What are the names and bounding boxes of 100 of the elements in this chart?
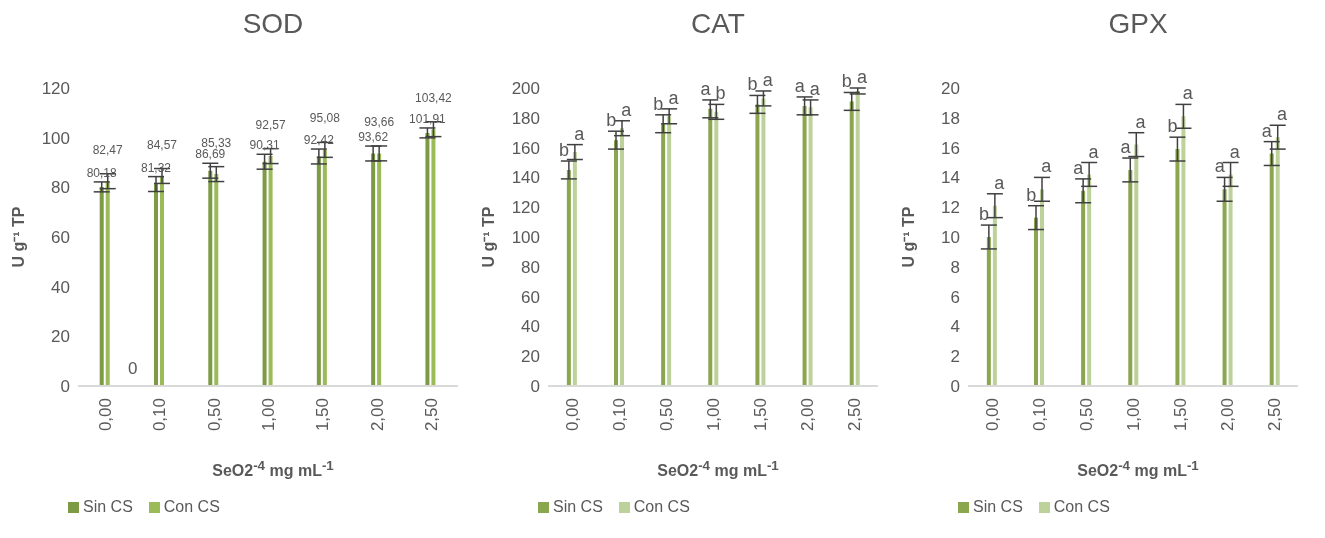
bar	[620, 128, 624, 386]
y-tick-label: 40	[51, 277, 70, 297]
y-tick-label: 20	[941, 79, 960, 99]
annotation: a	[1182, 83, 1194, 104]
data-label: 103,42	[415, 90, 453, 105]
bar	[992, 205, 997, 386]
annotation: a	[762, 69, 774, 90]
bar	[1269, 153, 1274, 386]
bar	[1081, 190, 1086, 386]
data-label: 101,91	[409, 111, 447, 126]
x-tick-label: 2,50	[421, 398, 441, 432]
x-tick-label: 0,00	[96, 398, 116, 432]
y-tick-label: 120	[41, 79, 70, 99]
bar	[262, 161, 267, 386]
y-tick-label: 20	[51, 327, 70, 347]
annotation: a	[1276, 104, 1288, 125]
bar	[667, 116, 672, 386]
annotation: a	[856, 67, 868, 87]
annotation: a	[994, 172, 1006, 193]
bar	[614, 140, 618, 386]
data-label: 90,31	[249, 138, 280, 153]
annotation: a	[621, 99, 633, 120]
y-tick-label: 4	[950, 317, 960, 337]
annotation: a	[809, 78, 821, 99]
y-tick-label: 0	[530, 377, 540, 397]
bar	[572, 152, 577, 386]
y-tick-label: 40	[521, 317, 540, 337]
y-tick-label: 120	[511, 198, 540, 218]
bar	[268, 156, 273, 386]
annotation: b	[747, 74, 758, 95]
y-axis-title: U g⁻¹ TP	[479, 206, 497, 268]
data-label: 85,33	[201, 135, 232, 150]
y-tick-label: 12	[941, 198, 960, 218]
annotation: a	[574, 123, 586, 144]
annotation: b	[841, 71, 852, 92]
y-tick-label: 0	[950, 377, 960, 397]
y-axis-title: U g⁻¹ TP	[9, 206, 27, 268]
y-tick-label: 14	[941, 168, 960, 188]
bar	[208, 170, 213, 386]
chart-title: CAT	[690, 8, 746, 41]
bar	[708, 108, 713, 386]
bar	[714, 111, 719, 386]
annotation: a	[1214, 156, 1226, 177]
bar	[802, 105, 807, 386]
y-tick-label: 8	[950, 257, 960, 277]
y-tick-label: 16	[941, 138, 960, 158]
bar	[1034, 217, 1038, 386]
x-tick-label: 1,50	[313, 398, 333, 432]
bar	[1175, 149, 1180, 386]
annotation: b	[1167, 116, 1178, 137]
y-tick-label: 160	[511, 138, 540, 158]
annotation: a	[1041, 156, 1053, 177]
y-tick-label: 100	[41, 128, 70, 148]
x-tick-label: 0,00	[562, 398, 582, 432]
data-label: 92,42	[303, 133, 335, 148]
bar	[431, 129, 436, 386]
y-tick-label: 20	[521, 347, 540, 367]
data-label: 81,32	[140, 160, 172, 175]
bar	[425, 132, 430, 386]
annotation: b	[715, 83, 726, 104]
bar	[377, 153, 382, 386]
x-tick-label: 1,50	[751, 398, 771, 432]
x-tick-label: 2,50	[1265, 398, 1285, 432]
x-tick-label: 2,00	[367, 398, 387, 432]
legend-label: Sin CS	[973, 498, 1023, 516]
x-tick-label: 2,50	[845, 398, 865, 432]
data-label: 86,69	[195, 147, 226, 162]
x-tick-label: 2,00	[798, 398, 818, 432]
bar	[566, 169, 571, 386]
annotation: b	[558, 140, 570, 161]
annotation: a	[668, 87, 680, 108]
annotation: a	[1120, 137, 1132, 158]
x-tick-label: 1,00	[1124, 398, 1143, 432]
annotation: b	[606, 110, 617, 131]
annotation: a	[700, 78, 712, 99]
bar	[1181, 116, 1186, 386]
y-tick-label: 200	[511, 79, 540, 99]
y-tick-label: 140	[511, 168, 540, 188]
bar	[755, 104, 760, 386]
annotation: a	[1261, 120, 1273, 141]
y-tick-label: 60	[51, 228, 70, 248]
bar	[661, 123, 666, 386]
x-tick-label: 2,00	[1218, 398, 1238, 432]
bar	[322, 149, 327, 386]
bar	[849, 101, 854, 386]
data-label: 84,57	[146, 137, 178, 152]
chart-title: GPX	[1107, 8, 1169, 41]
x-axis-title: SeO2$^{-4}$ mg mL$^{-1}$	[1076, 458, 1200, 482]
legend-label: Sin CS	[553, 498, 603, 516]
bar	[371, 153, 376, 386]
bar	[154, 184, 158, 386]
legend-label: Con CS	[633, 498, 690, 516]
annotation: b	[653, 93, 664, 114]
bar	[1275, 137, 1280, 386]
annotation: b	[978, 204, 990, 225]
legend-label: Con CS	[163, 498, 220, 516]
bar	[1228, 174, 1233, 386]
y-tick-label: 10	[941, 228, 960, 248]
y-tick-label: 180	[511, 108, 540, 128]
y-tick-label: 80	[51, 178, 70, 198]
